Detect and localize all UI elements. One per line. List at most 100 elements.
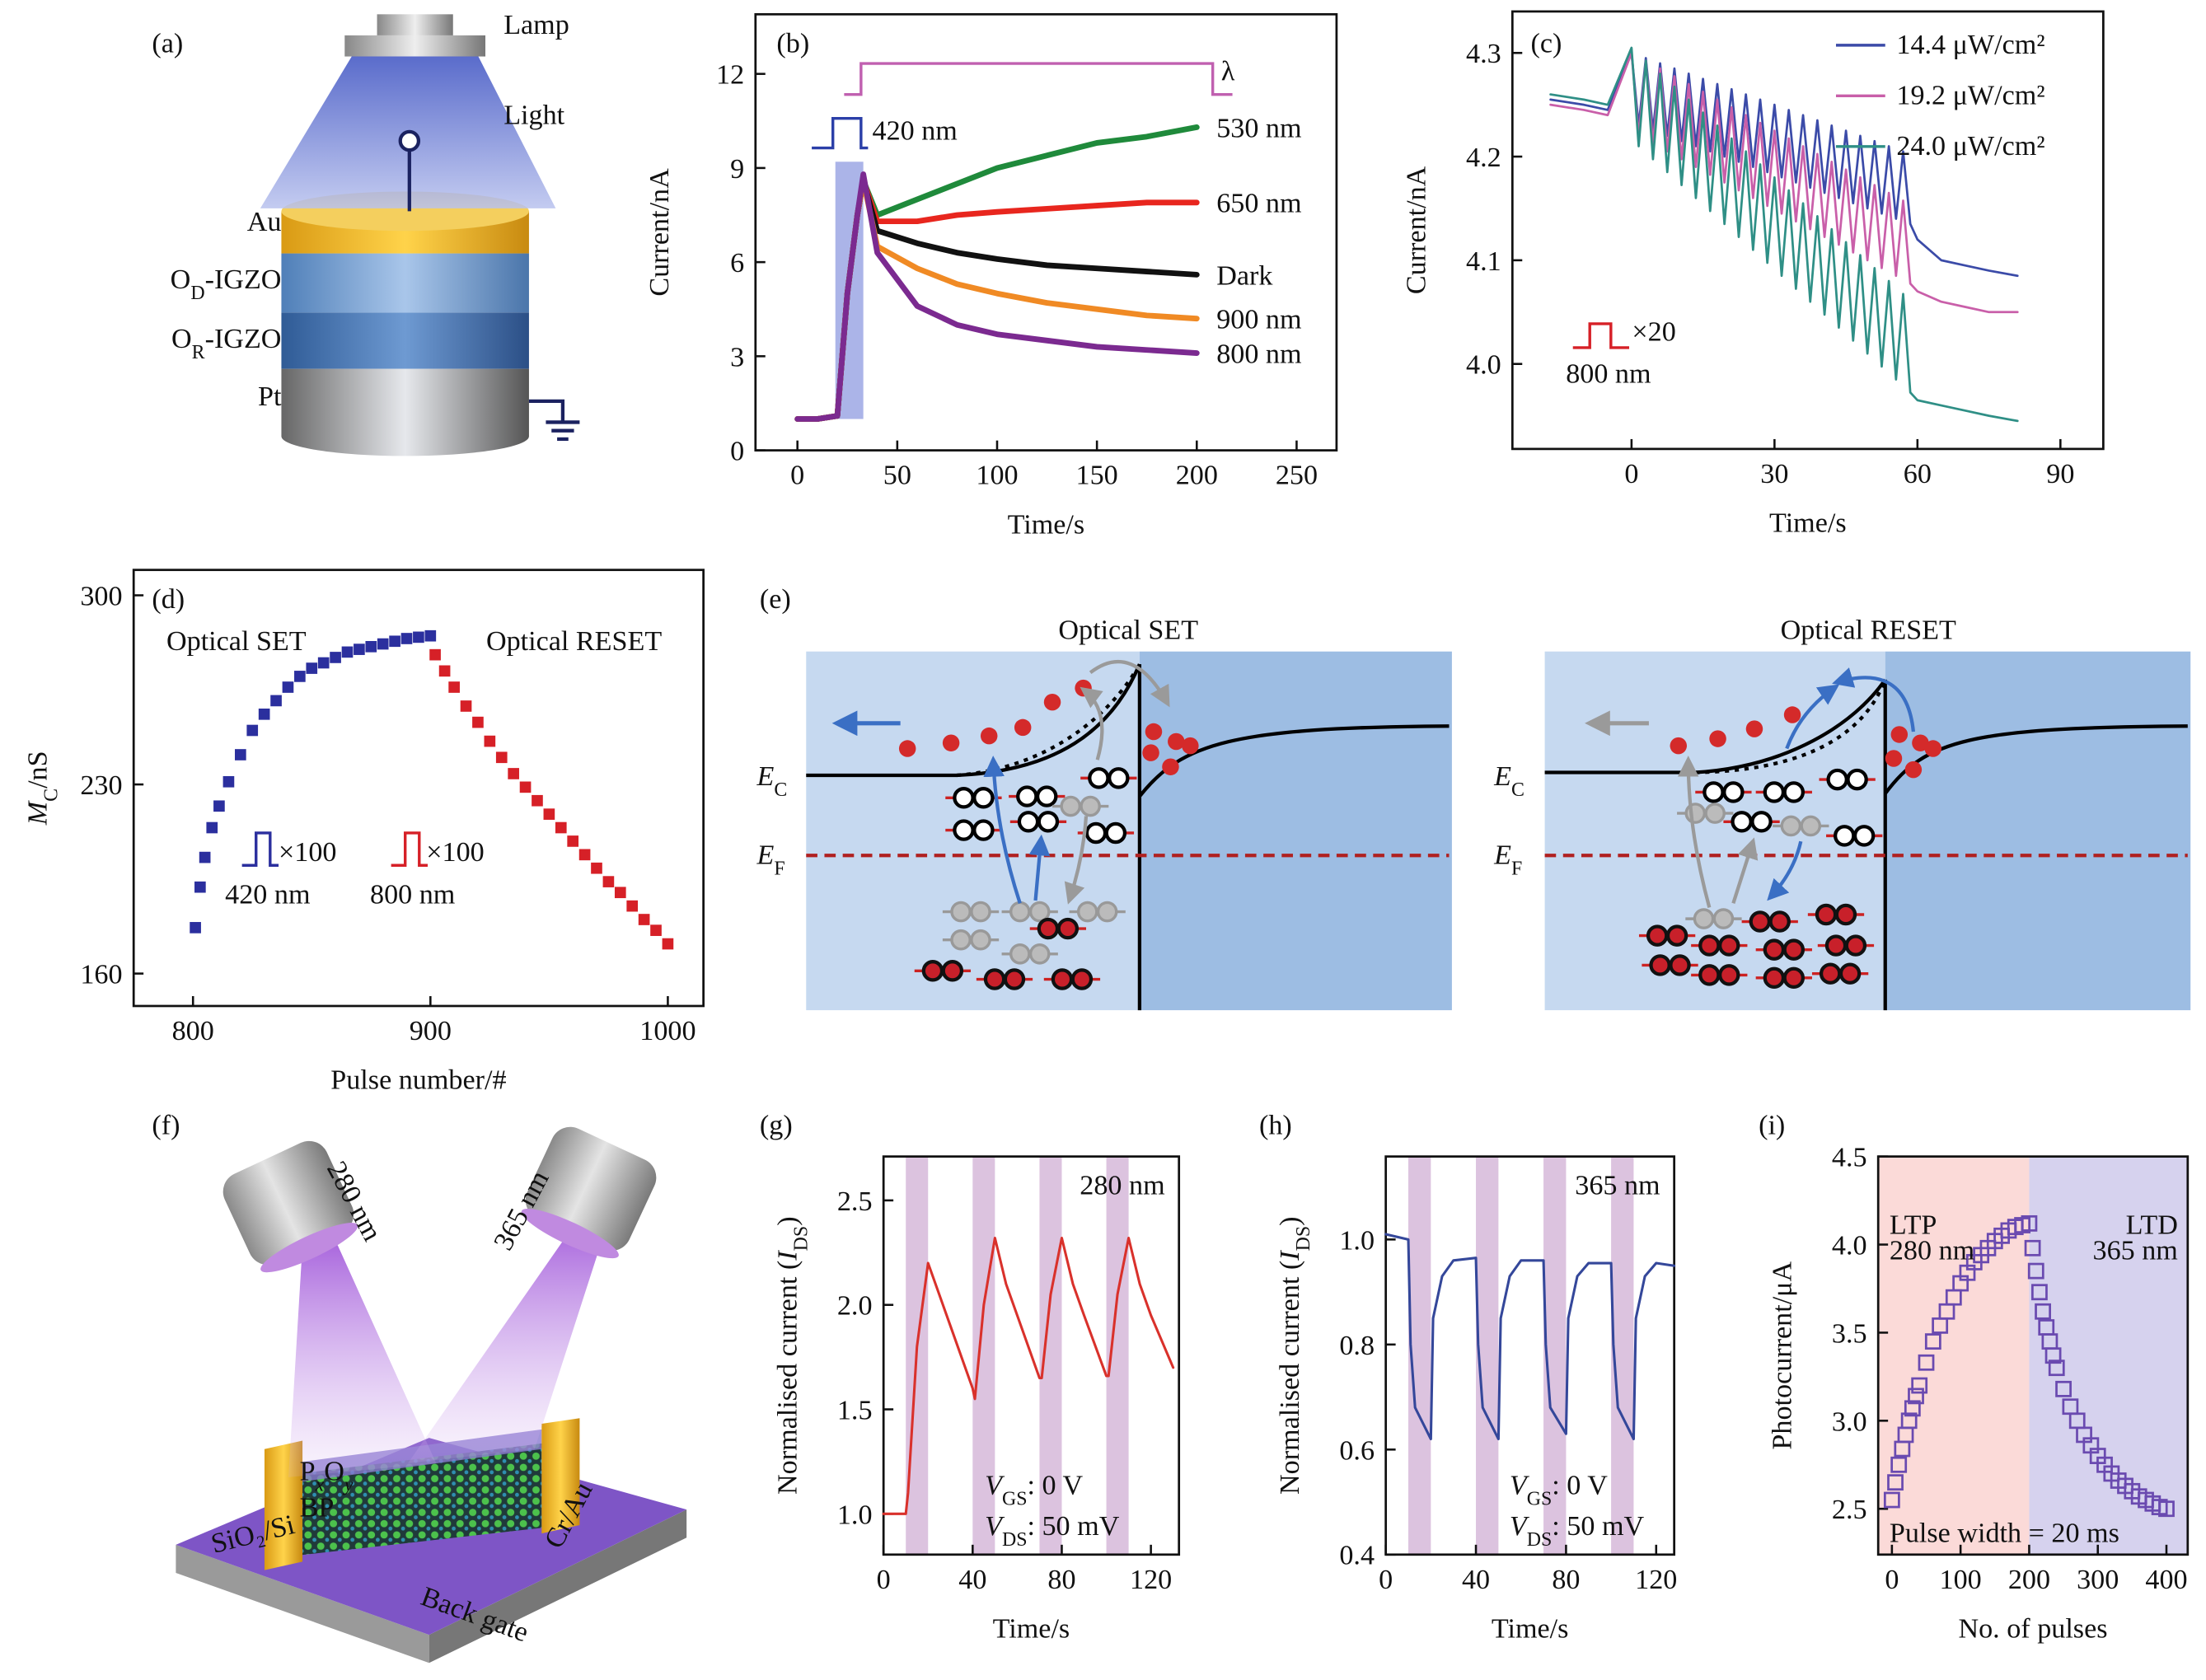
y-tick-label: 160 (80, 960, 122, 990)
y-tick-label: 2.5 (837, 1186, 873, 1217)
panel-label: (h) (1259, 1110, 1292, 1140)
data-point (199, 851, 211, 863)
annotation: ×100 (279, 837, 336, 868)
y-tick-label: 1.5 (837, 1395, 873, 1425)
text-part: O (324, 1456, 344, 1486)
probe-tip (398, 129, 421, 152)
data-point (341, 646, 354, 658)
band-edge (1695, 679, 1887, 774)
text-part: I (772, 1250, 803, 1261)
text-part: F (774, 859, 785, 880)
data-point (1883, 1491, 1900, 1509)
label: PxOy (300, 1456, 354, 1495)
data-point (614, 887, 626, 899)
gate-face (176, 1544, 429, 1664)
chart: 0 40 80 120 1.0 1.5 2.0 2.5 Time/s Normalised cur… (772, 1155, 1181, 1645)
panel-label: (e) (760, 584, 791, 615)
series-label: Optical RESET (486, 626, 662, 657)
highlight-band (972, 1156, 995, 1555)
panel-labels: (a) (b) (c) (d) (e) (f) (g) (h) (i) (152, 28, 1785, 1140)
annotation: VGS: 0 V (1510, 1470, 1608, 1509)
data-point (206, 821, 218, 834)
data-point (2024, 1239, 2041, 1256)
data-point (413, 631, 424, 643)
text-part: M (22, 800, 53, 826)
x-tick-label: 150 (1076, 461, 1118, 491)
region (1544, 651, 1885, 1011)
x-tick-label: 300 (2077, 1565, 2119, 1595)
plot-frame (132, 569, 705, 1008)
label: Pt (258, 381, 282, 412)
region (1885, 651, 2191, 1011)
data-line (1549, 51, 2019, 314)
x-tick-label: 80 (1047, 1565, 1075, 1595)
data-point (662, 938, 674, 950)
x-tick-label: 800 (172, 1016, 214, 1046)
pulse-icon (1572, 322, 1630, 349)
data-point (578, 849, 591, 861)
x-tick-label: 250 (1276, 461, 1318, 491)
text-part: : 50 mV (1027, 1511, 1119, 1542)
data-point (1908, 1388, 1924, 1405)
plot-frame (1876, 1155, 2190, 1556)
x-tick-label: 40 (958, 1565, 986, 1595)
text-part: E (1493, 840, 1511, 871)
arrow (1832, 667, 1916, 732)
band-edge (1884, 724, 2188, 795)
electrons (898, 679, 1199, 775)
y-tick-label: 3 (730, 342, 744, 372)
data-point (448, 681, 460, 693)
data-point (365, 641, 377, 653)
data-line (882, 1237, 1175, 1515)
x-tick-label: 120 (1130, 1565, 1172, 1595)
series-label: Optical SET (166, 626, 307, 657)
arrow (1028, 834, 1051, 901)
chart: 800 900 1000 160 230 300 Pulse number/# MC/nS Op… (22, 569, 705, 1096)
y-axis-label: MC/nS (22, 751, 62, 826)
data-point (508, 768, 519, 779)
data-point (1911, 1377, 1928, 1394)
data-line (1549, 51, 2019, 278)
plot-frame (882, 1155, 1181, 1556)
data-point (400, 633, 413, 644)
chart: 0 30 60 90 4.0 4.1 4.2 4.3 Time/s Current/nA 14.4 … (1401, 10, 2105, 539)
x-tick-label: 0 (877, 1565, 891, 1595)
y-axis-label: Current/nA (644, 168, 675, 297)
arrow (983, 756, 1022, 904)
data-point (194, 881, 206, 893)
text-part: /nS (22, 751, 53, 789)
x-tick-label: 0 (1379, 1565, 1393, 1595)
data-point (235, 749, 246, 760)
x-tick-label: 1000 (639, 1016, 696, 1046)
x-axis-label: Time/s (1769, 508, 1847, 539)
label: EF (1493, 840, 1522, 880)
data-point (317, 657, 330, 669)
text-part: -IGZO (205, 264, 282, 295)
od-layer (281, 253, 529, 313)
data-line (1549, 46, 2019, 423)
chart-title: 365 nm (1575, 1171, 1660, 1201)
arrow (1731, 837, 1759, 904)
data-point (306, 662, 318, 674)
x-tick-label: 100 (976, 461, 1018, 491)
arrow (1785, 684, 1840, 750)
band-edge (1138, 724, 1450, 798)
arrow (1677, 756, 1712, 909)
y-axis-label: Photocurrent/μA (1767, 1261, 1797, 1450)
data-point (2027, 1262, 2044, 1280)
x-tick-label: 200 (1176, 461, 1218, 491)
or-layer (281, 312, 529, 369)
y-tick-label: 9 (730, 154, 744, 185)
x-axis-label: No. of pulses (1958, 1614, 2107, 1645)
text-part: y (343, 1474, 354, 1495)
x-axis-label: Pulse number/# (330, 1065, 506, 1096)
data-point (282, 681, 294, 693)
y-tick-label: 3.5 (1832, 1318, 1867, 1349)
y-tick-label: 4.5 (1832, 1143, 1867, 1173)
lamp-top (377, 14, 453, 35)
label: EF (756, 840, 785, 880)
data-point (591, 862, 602, 874)
data-point (1890, 1456, 1908, 1473)
label: EC (1493, 761, 1525, 801)
y-tick-label: 1.0 (837, 1500, 873, 1530)
